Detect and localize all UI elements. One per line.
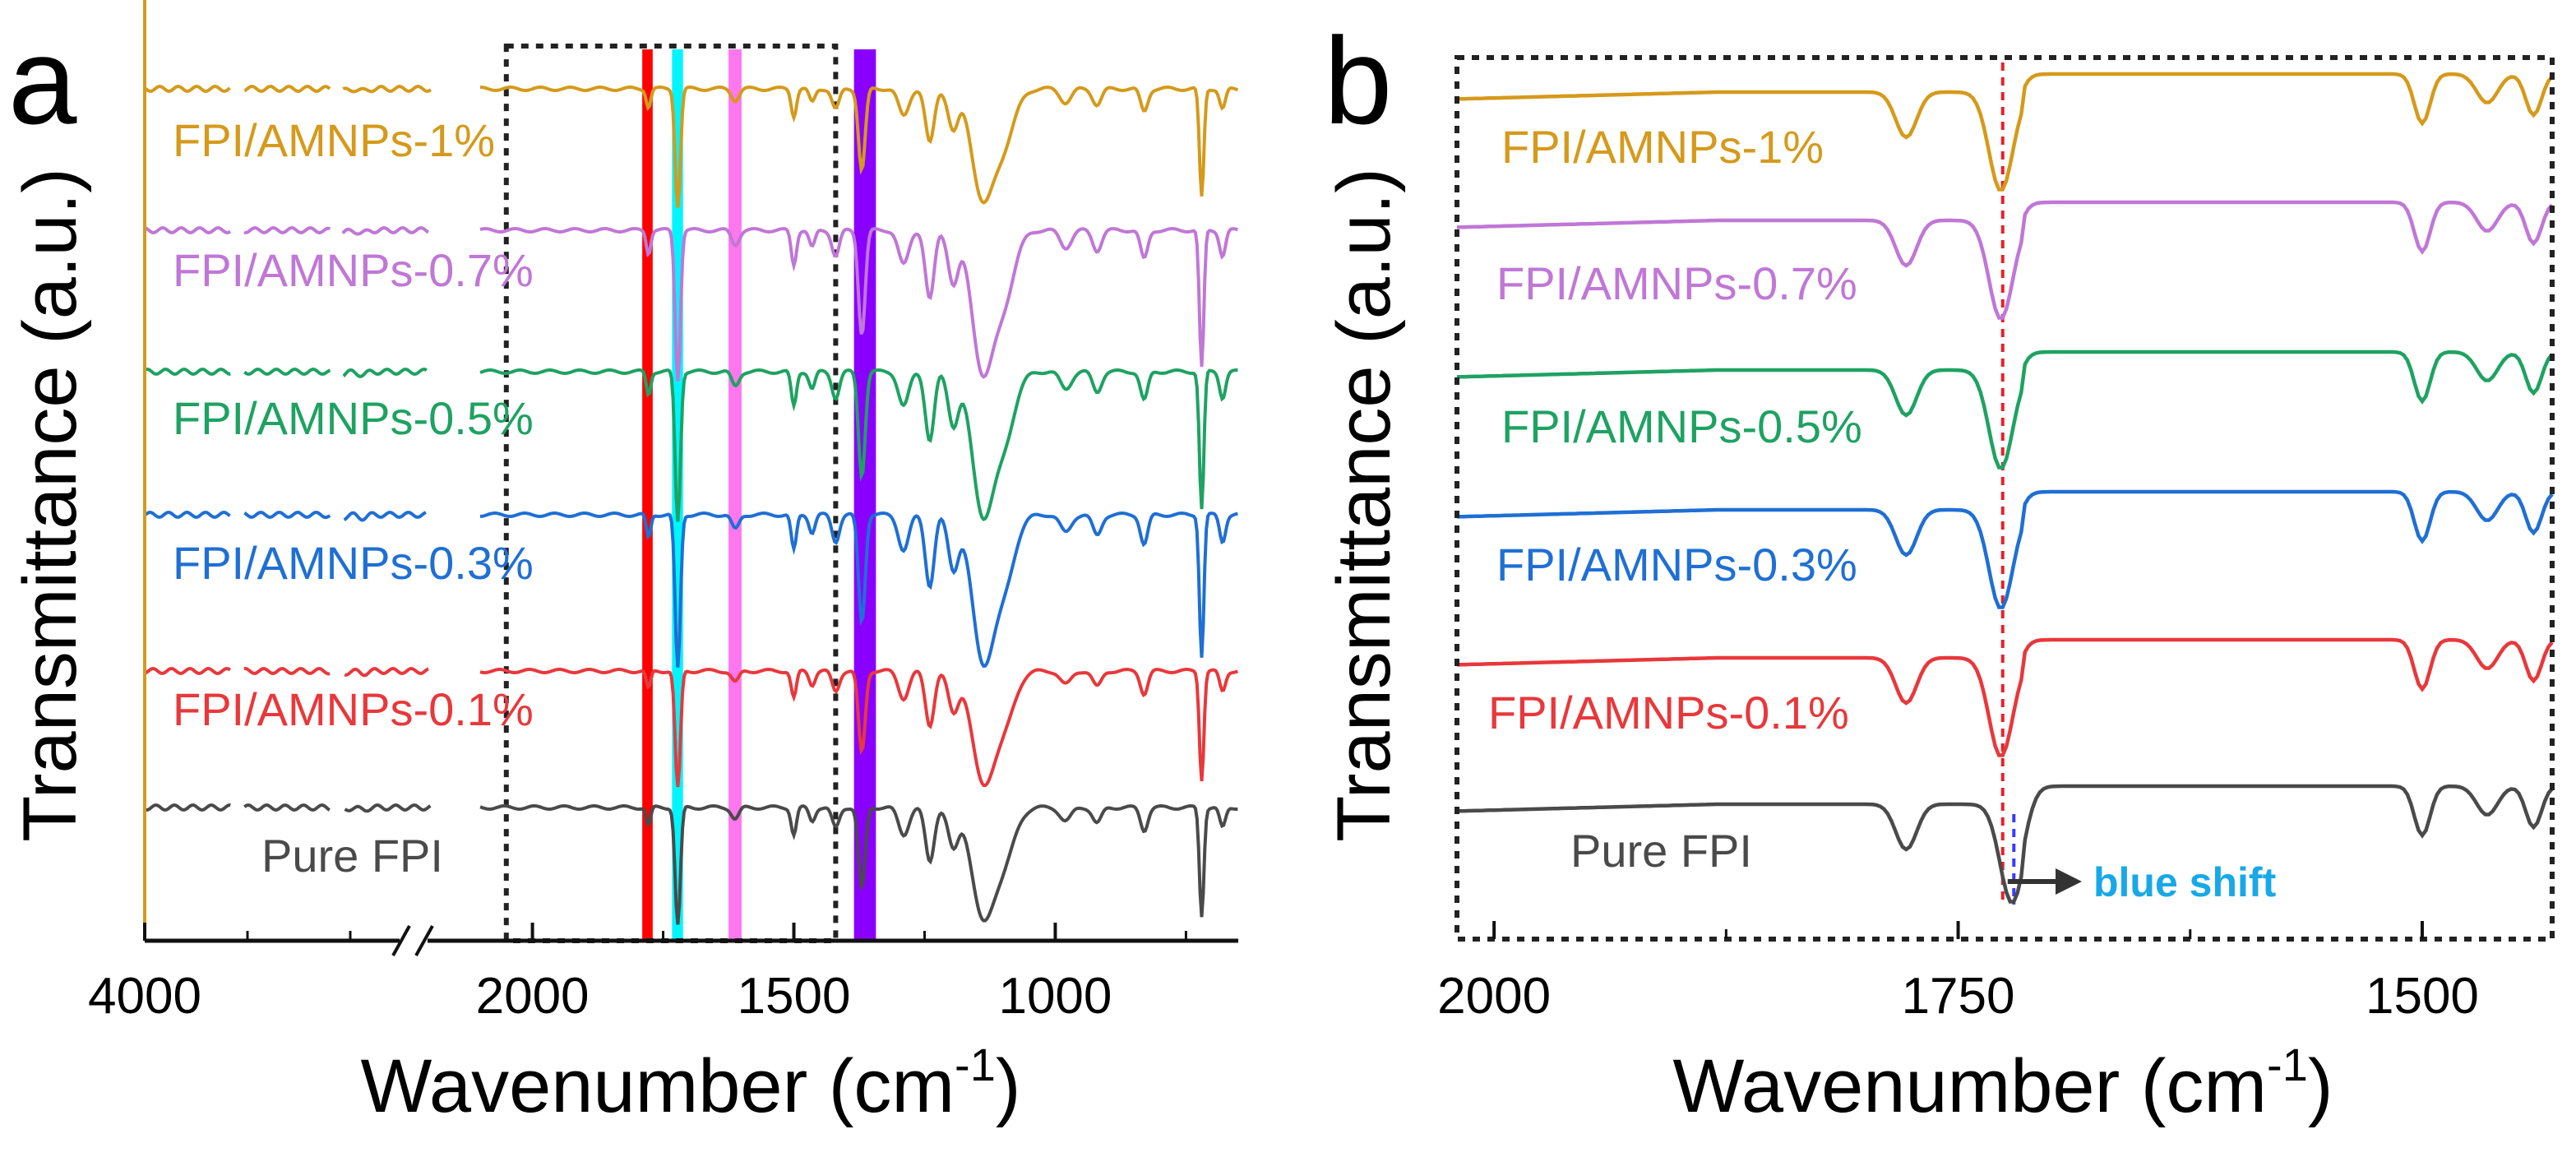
axes-frame (143, 0, 1238, 956)
legend-label-1: FPI/AMNPs-0.7% (1496, 257, 1857, 309)
panel-b: 2000 1750 1500 FPI/AMNPs-1%FPI/AMNPs-0.7%F… (1322, 12, 2555, 1128)
x-axis-title: Wavenumber (cm-1) (361, 1039, 1021, 1128)
y-axis-title: Transmittance (a.u.) (8, 168, 92, 842)
highlight-band-0 (642, 49, 653, 941)
panel-letter-b: b (1324, 12, 1392, 150)
x-tick-label-0: 2000 (1437, 968, 1551, 1025)
x-tick-label-1: 2000 (476, 968, 590, 1025)
panel-letter-a: a (8, 12, 77, 150)
zoom-region-box (503, 44, 839, 943)
legend-label-4: FPI/AMNPs-0.1% (1488, 687, 1849, 738)
axis-break-mark-1 (391, 925, 411, 956)
legend-label-2: FPI/AMNPs-0.5% (173, 392, 534, 444)
x-tick-label-2: 1500 (738, 968, 851, 1025)
legend-label-4: FPI/AMNPs-0.1% (173, 683, 534, 735)
series-line-2 (1456, 349, 2554, 470)
highlight-band-3 (853, 49, 876, 941)
legend-label-0: FPI/AMNPs-1% (1501, 121, 1824, 173)
dotted-plot-frame (1454, 55, 2555, 942)
x-tick-label-1: 1750 (1902, 968, 2015, 1025)
legend-label-5: Pure FPI (1570, 825, 1752, 877)
legend-label-3: FPI/AMNPs-0.3% (1496, 539, 1857, 590)
series-line-5 (1456, 784, 2554, 904)
series-line-4 (1456, 637, 2554, 757)
series-line-4 (144, 666, 1239, 788)
highlight-band-2 (728, 49, 742, 941)
series-line-1 (144, 225, 1239, 382)
series-line-0 (1456, 72, 2554, 192)
y-axis-title: Transmittance (a.u.) (1322, 168, 1406, 842)
x-tick-label-3: 1000 (998, 968, 1112, 1025)
series-line-1 (1456, 200, 2554, 320)
x-axis-title: Wavenumber (cm-1) (1673, 1039, 2333, 1128)
legend-label-3: FPI/AMNPs-0.3% (173, 537, 534, 589)
legend-label-2: FPI/AMNPs-0.5% (1501, 400, 1862, 452)
x-ticks: 4000 2000 1500 1000 (88, 923, 1187, 1025)
panel-a: 4000 2000 1500 1000 FPI/AMNPs-1% FPI/AMNPs-0… (8, 0, 1239, 1128)
series-line-3 (1456, 489, 2554, 609)
legend-label-1: FPI/AMNPs-0.7% (173, 244, 534, 296)
spectra-lines (143, 84, 1239, 925)
legend-label-5: Pure FPI (261, 830, 443, 882)
series-line-2 (144, 367, 1238, 522)
x-tick-label-0: 4000 (88, 968, 201, 1025)
peak-guide-lines (2000, 62, 2016, 905)
blue-shift-label: blue shift (2093, 859, 2277, 905)
arrow-head (2056, 868, 2082, 895)
blue-shift-annotation: blue shift (2007, 859, 2277, 905)
series-line-0 (143, 84, 1239, 208)
spectra-lines (1456, 72, 2554, 904)
axis-break-mark-2 (414, 925, 434, 956)
legend: FPI/AMNPs-1% FPI/AMNPs-0.7% FPI/AMNPs-0.5%… (1488, 121, 1862, 877)
x-ticks: 2000 1750 1500 (1437, 921, 2479, 1025)
series-line-3 (143, 510, 1238, 668)
legend: FPI/AMNPs-1% FPI/AMNPs-0.7% FPI/AMNPs-0.5%… (173, 114, 534, 882)
series-line-5 (144, 803, 1238, 925)
x-tick-label-2: 1500 (2366, 968, 2479, 1025)
legend-label-0: FPI/AMNPs-1% (173, 114, 495, 166)
